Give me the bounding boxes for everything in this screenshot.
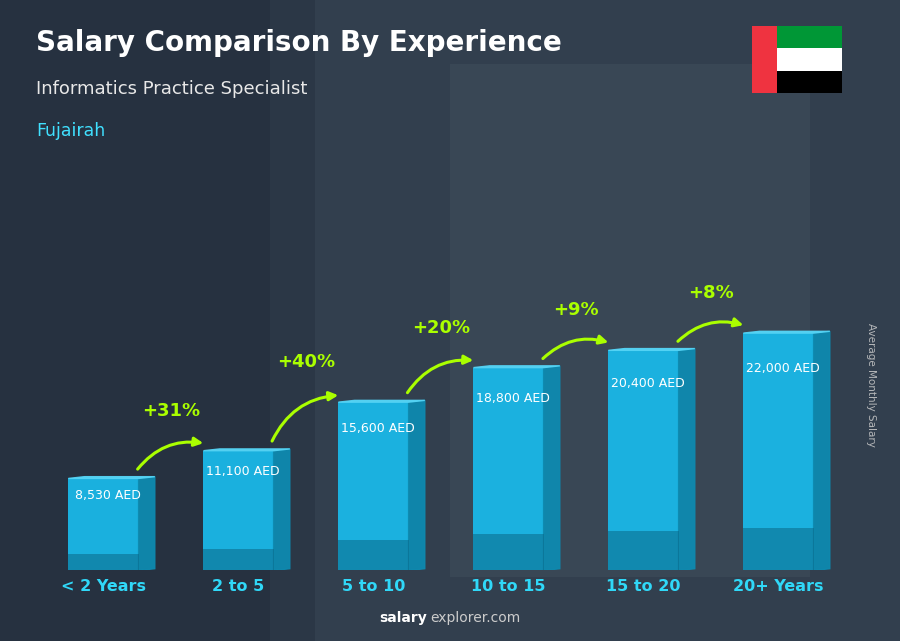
Bar	[270, 0, 900, 641]
Text: Fujairah: Fujairah	[36, 122, 105, 140]
Bar	[777, 71, 842, 93]
Bar	[68, 478, 139, 570]
Text: +8%: +8%	[688, 284, 734, 302]
Bar	[450, 64, 810, 577]
Bar	[473, 368, 544, 570]
Text: 20,400 AED: 20,400 AED	[611, 377, 684, 390]
Text: Average Monthly Salary: Average Monthly Salary	[866, 322, 877, 447]
Polygon shape	[409, 401, 425, 570]
Text: explorer.com: explorer.com	[430, 611, 520, 625]
Text: +20%: +20%	[412, 319, 470, 337]
Bar	[777, 48, 842, 71]
Polygon shape	[473, 366, 560, 368]
Bar	[608, 351, 679, 570]
Bar	[203, 549, 274, 570]
Text: salary: salary	[380, 611, 428, 625]
Text: Salary Comparison By Experience: Salary Comparison By Experience	[36, 29, 562, 57]
Text: +40%: +40%	[277, 353, 335, 371]
Bar	[752, 26, 777, 93]
Polygon shape	[544, 366, 560, 570]
Bar	[743, 528, 814, 570]
Text: 11,100 AED: 11,100 AED	[206, 465, 279, 478]
Bar	[338, 540, 409, 570]
Text: Informatics Practice Specialist: Informatics Practice Specialist	[36, 80, 308, 98]
FancyArrowPatch shape	[138, 438, 200, 469]
FancyArrowPatch shape	[678, 319, 740, 341]
Polygon shape	[274, 449, 290, 570]
FancyArrowPatch shape	[272, 392, 335, 441]
FancyArrowPatch shape	[543, 336, 605, 358]
FancyArrowPatch shape	[408, 356, 470, 393]
Polygon shape	[338, 401, 425, 402]
Bar	[608, 531, 679, 570]
Text: 22,000 AED: 22,000 AED	[746, 362, 819, 374]
Text: 8,530 AED: 8,530 AED	[75, 490, 140, 503]
Polygon shape	[679, 349, 695, 570]
Bar	[0, 0, 315, 641]
Bar	[777, 26, 842, 48]
Bar	[68, 554, 139, 570]
Polygon shape	[203, 449, 290, 451]
Polygon shape	[608, 349, 695, 351]
Bar	[338, 402, 409, 570]
Bar	[203, 451, 274, 570]
Bar	[473, 534, 544, 570]
Text: 15,600 AED: 15,600 AED	[341, 422, 414, 435]
Text: +31%: +31%	[142, 402, 200, 420]
Text: +9%: +9%	[554, 301, 598, 319]
Polygon shape	[743, 331, 830, 333]
Bar	[743, 333, 814, 570]
Polygon shape	[814, 331, 830, 570]
Polygon shape	[68, 477, 155, 478]
Text: 18,800 AED: 18,800 AED	[475, 392, 550, 405]
Polygon shape	[139, 477, 155, 570]
